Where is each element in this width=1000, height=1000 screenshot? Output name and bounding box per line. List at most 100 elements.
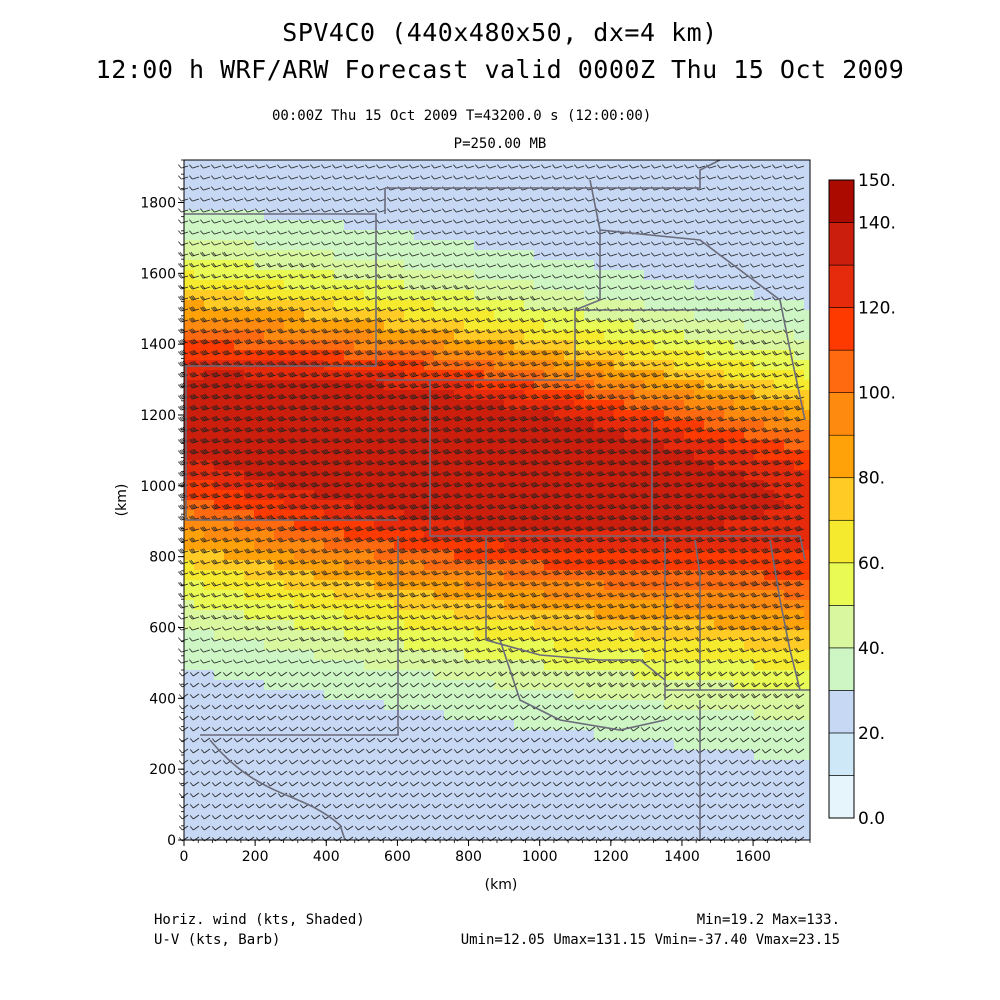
field-cell (554, 280, 565, 291)
field-cell (574, 430, 585, 441)
field-cell (494, 220, 505, 231)
field-cell (394, 710, 405, 721)
field-cell (484, 760, 495, 771)
field-cell (514, 460, 525, 471)
field-cell (714, 480, 725, 491)
field-cell (204, 650, 215, 661)
field-cell (424, 300, 435, 311)
field-cell (234, 660, 245, 671)
field-cell (314, 800, 325, 811)
field-cell (434, 820, 445, 831)
field-cell (314, 390, 325, 401)
field-cell (384, 570, 395, 581)
field-cell (194, 490, 205, 501)
field-cell (594, 760, 605, 771)
field-cell (294, 470, 305, 481)
field-cell (714, 540, 725, 551)
field-cell (774, 340, 785, 351)
field-cell (514, 770, 525, 781)
field-cell (554, 780, 565, 791)
field-cell (694, 280, 705, 291)
field-cell (184, 530, 195, 541)
field-cell (684, 520, 695, 531)
field-cell (364, 290, 375, 301)
field-cell (464, 410, 475, 421)
field-cell (214, 530, 225, 541)
field-cell (584, 660, 595, 671)
field-cell (274, 750, 285, 761)
field-cell (304, 720, 315, 731)
field-cell (384, 370, 395, 381)
field-cell (334, 830, 345, 841)
field-cell (414, 450, 425, 461)
field-cell (284, 240, 295, 251)
barb-flag (178, 164, 182, 169)
field-cell (554, 390, 565, 401)
field-cell (294, 190, 305, 201)
field-cell (344, 290, 355, 301)
field-cell (444, 440, 455, 451)
field-cell (244, 700, 255, 711)
field-cell (414, 740, 425, 751)
field-cell (314, 270, 325, 281)
field-cell (594, 400, 605, 411)
field-cell (214, 410, 225, 421)
field-cell (444, 610, 455, 621)
field-cell (674, 600, 685, 611)
field-cell (434, 540, 445, 551)
field-cell (444, 430, 455, 441)
field-cell (494, 340, 505, 351)
field-cell (634, 690, 645, 701)
field-cell (304, 260, 315, 271)
field-cell (584, 680, 595, 691)
field-cell (684, 750, 695, 761)
field-cell (534, 210, 545, 221)
field-cell (324, 430, 335, 441)
field-cell (434, 680, 445, 691)
field-cell (574, 690, 585, 701)
field-cell (674, 240, 685, 251)
field-cell (574, 730, 585, 741)
field-cell (454, 460, 465, 471)
field-cell (254, 200, 265, 211)
field-cell (534, 200, 545, 211)
field-cell (264, 220, 275, 231)
field-cell (514, 600, 525, 611)
field-cell (454, 600, 465, 611)
field-cell (754, 390, 765, 401)
field-cell (714, 400, 725, 411)
field-cell (434, 420, 445, 431)
field-cell (634, 490, 645, 501)
field-cell (364, 630, 375, 641)
field-cell (614, 240, 625, 251)
field-cell (184, 550, 195, 561)
field-cell (184, 810, 195, 821)
field-cell (334, 510, 345, 521)
field-cell (204, 660, 215, 671)
field-cell (674, 710, 685, 721)
field-cell (304, 280, 315, 291)
field-cell (654, 400, 665, 411)
field-cell (784, 310, 795, 321)
field-cell (724, 400, 735, 411)
field-cell (754, 830, 765, 841)
field-cell (264, 320, 275, 331)
field-cell (384, 770, 395, 781)
field-cell (644, 770, 655, 781)
field-cell (634, 250, 645, 261)
field-cell (324, 230, 335, 241)
field-cell (184, 320, 195, 331)
field-cell (314, 550, 325, 561)
field-cell (354, 680, 365, 691)
field-cell (194, 540, 205, 551)
field-cell (634, 320, 645, 331)
field-cell (534, 660, 545, 671)
field-cell (194, 330, 205, 341)
field-cell (204, 800, 215, 811)
field-cell (344, 220, 355, 231)
field-cell (624, 520, 635, 531)
field-cell (604, 570, 615, 581)
field-cell (374, 310, 385, 321)
field-cell (504, 420, 515, 431)
field-cell (744, 590, 755, 601)
